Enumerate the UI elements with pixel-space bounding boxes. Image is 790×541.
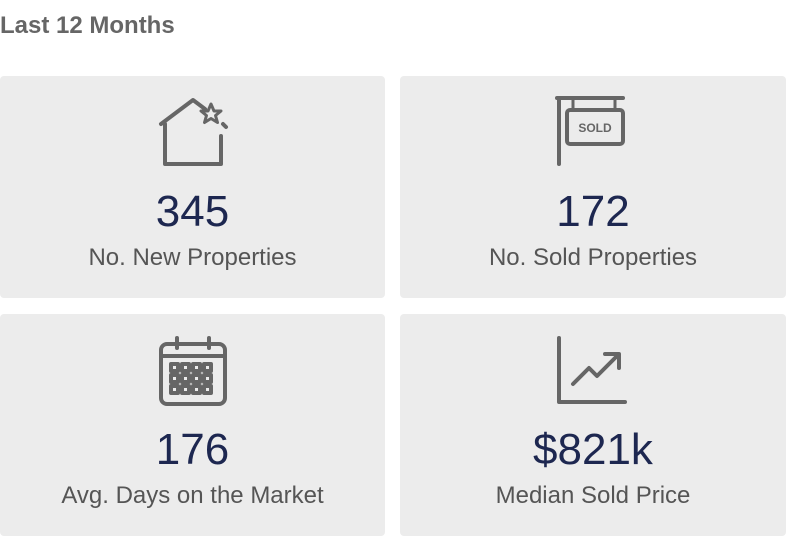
house-icon	[158, 98, 228, 166]
sign-text: SOLD	[578, 121, 612, 135]
stat-label: No. Sold Properties	[488, 244, 698, 271]
stat-label: Avg. Days on the Market	[61, 482, 324, 509]
stat-value: $821k	[533, 425, 653, 474]
stat-value: 176	[155, 425, 230, 474]
stat-card: 345 No. New Properties	[0, 76, 385, 298]
sold-sign-icon: SOLD	[555, 96, 625, 166]
calendar-icon	[158, 336, 227, 406]
stat-card: 176 Avg. Days on the Market	[0, 314, 385, 536]
stat-value: 172	[556, 187, 630, 236]
stat-value: 345	[155, 187, 230, 236]
stat-label: No. New Properties	[88, 244, 297, 271]
trend-icon	[557, 336, 627, 404]
stat-label: Median Sold Price	[495, 482, 691, 509]
stat-card: SOLD 172 No. Sold Properties	[400, 76, 786, 298]
section-title: Last 12 Months	[0, 12, 175, 39]
stat-card: $821k Median Sold Price	[400, 314, 786, 536]
